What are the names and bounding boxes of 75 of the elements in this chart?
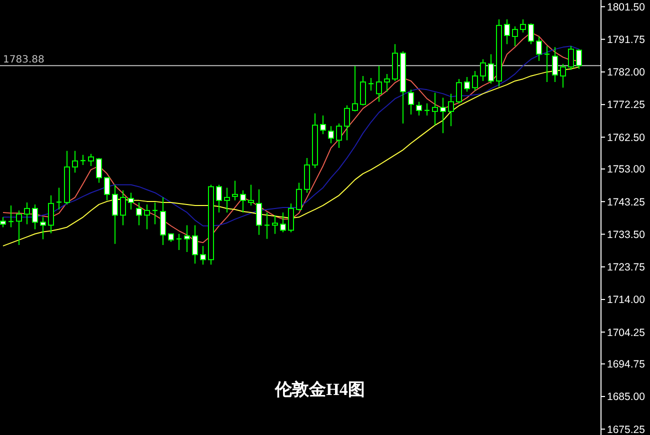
candlestick — [144, 204, 150, 230]
candlestick — [88, 153, 94, 166]
candlestick — [264, 212, 270, 240]
y-tick-label: 1685.00 — [607, 391, 646, 404]
candlestick — [272, 214, 278, 234]
y-tick-label: 1675.25 — [607, 424, 646, 435]
candlestick — [248, 184, 254, 206]
candlestick — [440, 97, 446, 134]
y-tick-label: 1723.75 — [607, 262, 646, 274]
candlestick — [136, 202, 142, 226]
candlestick — [480, 58, 486, 82]
y-tick-label: 1753.00 — [607, 164, 646, 176]
candlestick — [528, 22, 534, 45]
candlestick — [552, 46, 558, 82]
candlestick — [112, 184, 118, 244]
candlestick — [352, 65, 358, 112]
candlestick — [192, 224, 198, 264]
candlestick — [376, 65, 382, 102]
candlestick — [320, 114, 326, 135]
candlestick — [120, 190, 126, 226]
candlestick — [368, 77, 374, 92]
candlestick — [448, 93, 454, 127]
candlestick — [512, 26, 518, 47]
y-tick-label: 1801.50 — [607, 1, 646, 14]
candlestick — [384, 73, 390, 92]
ref-line-label: 1783.88 — [3, 54, 44, 66]
candlestick — [416, 101, 422, 116]
candlestick — [24, 202, 30, 225]
candlestick — [216, 184, 222, 213]
text: 伦敦金H4图 — [274, 380, 365, 399]
candlestick — [280, 212, 286, 233]
candlestick — [240, 190, 246, 213]
candlestick — [296, 182, 302, 211]
candlestick — [472, 70, 478, 92]
candlestick — [336, 122, 342, 148]
candlestick — [520, 18, 526, 33]
candlestick — [48, 194, 54, 234]
candlestick — [432, 92, 438, 126]
candlestick — [568, 46, 574, 70]
candlestick — [200, 245, 206, 266]
candlestick — [0, 216, 6, 228]
candlestick — [16, 210, 22, 246]
candlestick — [464, 76, 470, 92]
y-tick-label: 1782.00 — [607, 66, 646, 79]
candlestick — [256, 188, 262, 236]
candlestick — [344, 104, 350, 141]
candlestick — [408, 89, 414, 115]
candlestick — [128, 192, 134, 210]
y-tick-label: 1694.75 — [607, 358, 646, 371]
candlestick — [104, 177, 110, 201]
candlestick — [232, 180, 238, 201]
y-tick-label: 1733.50 — [607, 228, 646, 241]
y-tick-label: 1704.25 — [607, 326, 646, 339]
candlestick — [536, 36, 542, 62]
candlestick — [184, 224, 190, 252]
candlestick — [544, 46, 550, 82]
candlestick — [576, 48, 582, 70]
y-tick-label: 1743.25 — [607, 196, 646, 208]
candlestick — [504, 18, 510, 45]
candlestick — [288, 202, 294, 233]
candlestick — [160, 196, 166, 246]
candlestick — [96, 157, 102, 184]
candlestick — [560, 63, 566, 88]
candlestick — [328, 126, 334, 144]
candlestick — [456, 78, 462, 104]
candlestick — [488, 54, 494, 84]
candlestick — [72, 150, 78, 174]
y-tick-label: 1791.75 — [607, 34, 646, 46]
candlestick — [224, 187, 230, 213]
candlestick — [360, 75, 366, 106]
y-tick-label: 1714.00 — [607, 294, 646, 306]
candlestick — [40, 216, 46, 240]
y-tick-label: 1762.50 — [607, 132, 646, 144]
y-tick-label: 1772.25 — [607, 99, 646, 112]
candlestick — [32, 204, 38, 230]
